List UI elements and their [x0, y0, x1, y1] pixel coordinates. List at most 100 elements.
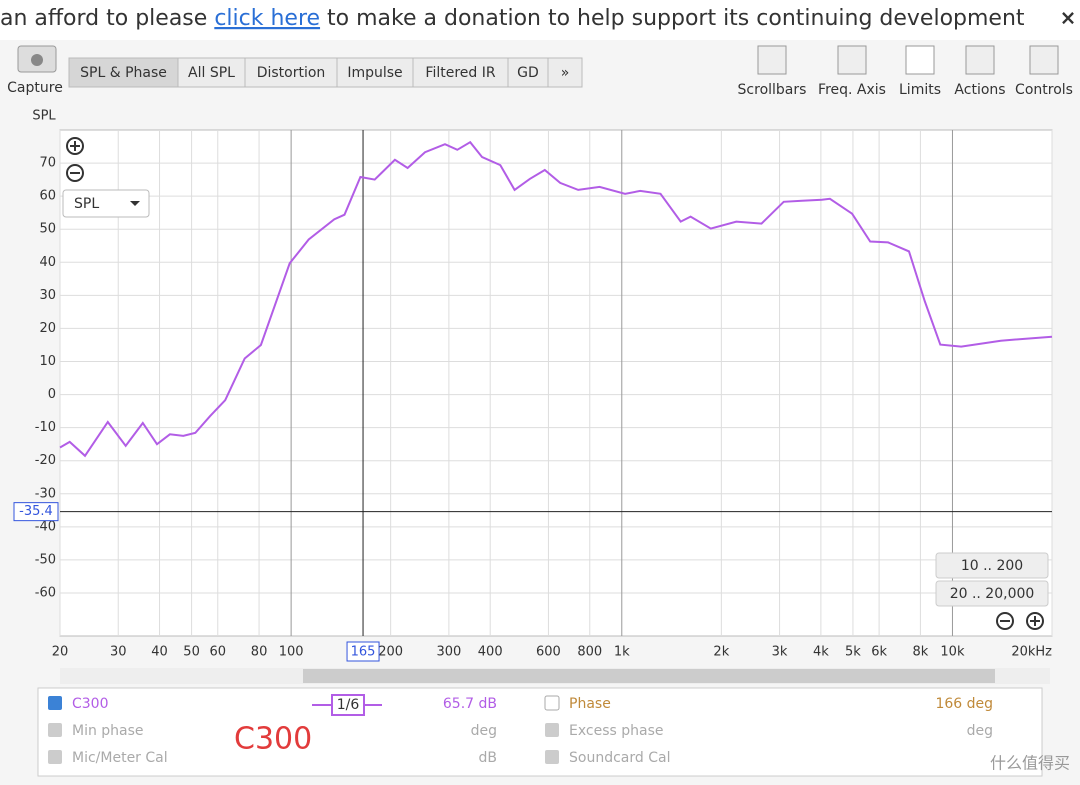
- cursor-y-box: [13, 502, 59, 522]
- trace-name: C300: [72, 696, 109, 712]
- toolbar-button-label[interactable]: Limits: [899, 82, 941, 98]
- smoothing-box[interactable]: [331, 694, 365, 716]
- scrollbar-thumb[interactable]: [303, 669, 995, 683]
- x-tick-label: 6k: [871, 645, 887, 660]
- x-tick-label: 8k: [913, 645, 929, 660]
- tab-label[interactable]: All SPL: [188, 65, 235, 81]
- toolbar-button-label[interactable]: Freq. Axis: [818, 82, 886, 98]
- tab-label[interactable]: Filtered IR: [425, 65, 495, 81]
- capture-lens: [31, 54, 43, 66]
- mic-cal-unit: dB: [479, 750, 498, 766]
- banner: [0, 0, 1080, 40]
- trace-panel: [37, 687, 1043, 777]
- x-tick-label: 3k: [772, 645, 788, 660]
- excess-phase-label: Excess phase: [569, 723, 663, 739]
- toolbar-icon[interactable]: [905, 45, 935, 75]
- checkbox[interactable]: [48, 696, 62, 710]
- zoom-out-x[interactable]: [996, 612, 1014, 630]
- zoom-in-y[interactable]: [66, 137, 84, 155]
- banner-after: to make a donation to help support its c…: [327, 6, 1025, 31]
- checkbox[interactable]: [48, 750, 62, 764]
- x-tick-label: 30: [110, 645, 127, 660]
- banner-before: an afford to please: [0, 6, 207, 31]
- smoothing-label[interactable]: 1/6: [337, 697, 360, 713]
- dropdown[interactable]: [62, 189, 150, 218]
- zoom-preset-label[interactable]: 10 .. 200: [961, 558, 1023, 574]
- x-tick-label: 400: [478, 645, 503, 660]
- zoom-preset-button[interactable]: [935, 580, 1049, 607]
- y-tick-label: 70: [39, 156, 56, 171]
- x-tick-label: 80: [251, 645, 268, 660]
- y-tick-label: -50: [35, 552, 56, 567]
- toolbar-button-label[interactable]: Scrollbars: [738, 82, 807, 98]
- capture-label[interactable]: Capture: [7, 80, 63, 96]
- y-tick-label: 30: [39, 288, 56, 303]
- dropdown-label[interactable]: SPL: [74, 196, 99, 212]
- zoom-in-x[interactable]: [1026, 612, 1044, 630]
- zoom-preset-label[interactable]: 20 .. 20,000: [950, 586, 1035, 602]
- x-tick-label: 60: [209, 645, 226, 660]
- x-tick-label: 4k: [813, 645, 829, 660]
- toolbar-icon[interactable]: [837, 45, 867, 75]
- zoom-preset-button[interactable]: [935, 552, 1049, 579]
- tab-label[interactable]: »: [561, 65, 570, 81]
- spl-curve: [59, 140, 1053, 458]
- x-tick-label: 20kHz: [1011, 645, 1052, 660]
- tab-label[interactable]: Distortion: [257, 65, 326, 81]
- x-tick-label: 300: [436, 645, 461, 660]
- checkbox[interactable]: [545, 750, 559, 764]
- tab-label[interactable]: SPL & Phase: [80, 65, 167, 81]
- cursor-x-label: 165: [351, 645, 376, 660]
- annotation: C300: [234, 722, 312, 757]
- dropdown-arrow: [130, 201, 140, 206]
- y-tick-label: 40: [39, 255, 56, 270]
- zoom-in-x-plus: [1030, 616, 1040, 626]
- tab[interactable]: [412, 57, 509, 88]
- cursor-x-box: [346, 641, 380, 662]
- checkbox[interactable]: [544, 695, 560, 711]
- excess-phase-unit: deg: [967, 723, 993, 739]
- zoom-out-y[interactable]: [66, 164, 84, 182]
- x-tick-label: 800: [577, 645, 602, 660]
- soundcard-cal-label: Soundcard Cal: [569, 750, 670, 766]
- min-phase-label: Min phase: [72, 723, 144, 739]
- banner-text: an afford to please click here to make a d…: [0, 6, 1025, 31]
- tab[interactable]: [507, 57, 549, 88]
- tab[interactable]: [177, 57, 246, 88]
- x-tick-label: 100: [279, 645, 304, 660]
- x-tick-label: 1k: [614, 645, 630, 660]
- donate-link[interactable]: click here: [214, 6, 320, 31]
- y-tick-label: -30: [35, 486, 56, 501]
- tab[interactable]: [244, 57, 338, 88]
- close-icon[interactable]: ×: [1060, 6, 1077, 30]
- plot-area: [59, 129, 1053, 637]
- tab[interactable]: [336, 57, 414, 88]
- toolbar-icon[interactable]: [1029, 45, 1059, 75]
- toolbar-button-label[interactable]: Actions: [954, 82, 1005, 98]
- checkbox[interactable]: [48, 723, 62, 737]
- y-tick-label: -40: [35, 519, 56, 534]
- min-phase-unit: deg: [471, 723, 497, 739]
- y-tick-label: 60: [39, 189, 56, 204]
- watermark: 什么值得买: [990, 754, 1070, 773]
- y-tick-label: 10: [39, 354, 56, 369]
- y-axis-label: SPL: [32, 109, 56, 124]
- toolbar-icon[interactable]: [757, 45, 787, 75]
- mic-cal-label: Mic/Meter Cal: [72, 750, 168, 766]
- phase-label: Phase: [569, 696, 611, 712]
- x-tick-label: 600: [536, 645, 561, 660]
- tab-label[interactable]: Impulse: [347, 65, 402, 81]
- x-tick-label: 40: [151, 645, 168, 660]
- tab[interactable]: [547, 57, 583, 88]
- x-tick-label: 5k: [845, 645, 861, 660]
- checkbox[interactable]: [545, 723, 559, 737]
- toolbar-icon[interactable]: [965, 45, 995, 75]
- y-tick-label: 50: [39, 222, 56, 237]
- x-tick-label: 50: [183, 645, 200, 660]
- spl-readout: 65.7 dB: [443, 696, 497, 712]
- x-tick-label: 10k: [940, 645, 965, 660]
- y-tick-label: -20: [35, 453, 56, 468]
- tab-label[interactable]: GD: [517, 65, 539, 81]
- cursor-y-label: -35.4: [19, 504, 53, 519]
- toolbar-button-label[interactable]: Controls: [1015, 82, 1073, 98]
